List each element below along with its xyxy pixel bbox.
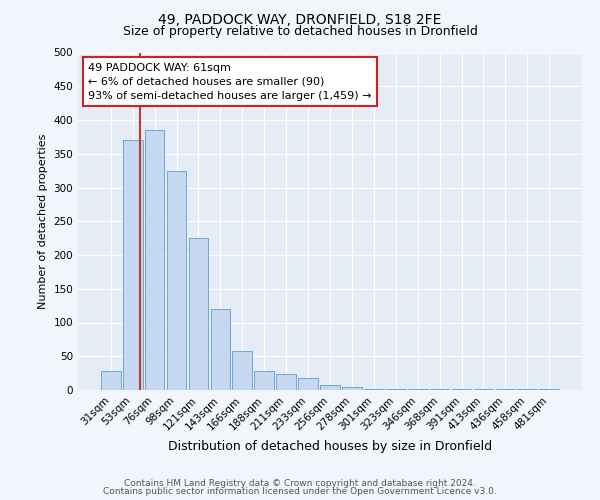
Bar xyxy=(123,140,143,390)
Bar xyxy=(342,386,362,390)
Bar xyxy=(211,309,230,390)
Bar xyxy=(101,371,121,390)
Bar xyxy=(188,238,208,390)
Bar xyxy=(167,170,187,390)
Bar xyxy=(320,384,340,390)
Bar xyxy=(254,371,274,390)
Y-axis label: Number of detached properties: Number of detached properties xyxy=(38,134,48,309)
Bar xyxy=(539,388,559,390)
Bar xyxy=(145,130,164,390)
Text: 49 PADDOCK WAY: 61sqm
← 6% of detached houses are smaller (90)
93% of semi-detac: 49 PADDOCK WAY: 61sqm ← 6% of detached h… xyxy=(88,62,371,100)
Bar xyxy=(276,374,296,390)
Bar xyxy=(232,351,252,390)
Text: 49, PADDOCK WAY, DRONFIELD, S18 2FE: 49, PADDOCK WAY, DRONFIELD, S18 2FE xyxy=(158,12,442,26)
Text: Size of property relative to detached houses in Dronfield: Size of property relative to detached ho… xyxy=(122,25,478,38)
Text: Contains HM Land Registry data © Crown copyright and database right 2024.: Contains HM Land Registry data © Crown c… xyxy=(124,478,476,488)
Text: Contains public sector information licensed under the Open Government Licence v3: Contains public sector information licen… xyxy=(103,487,497,496)
Bar xyxy=(473,388,493,390)
X-axis label: Distribution of detached houses by size in Dronfield: Distribution of detached houses by size … xyxy=(168,440,492,453)
Bar xyxy=(364,388,384,390)
Bar xyxy=(298,378,318,390)
